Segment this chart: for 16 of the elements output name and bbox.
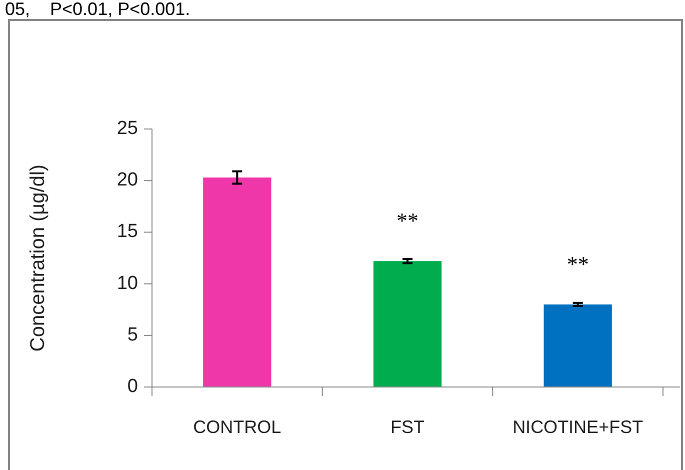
annotation: ** (566, 251, 589, 276)
bar (373, 261, 442, 387)
bar (203, 178, 272, 387)
x-tick-label: FST (390, 417, 424, 437)
y-tick-label: 20 (116, 170, 138, 191)
y-tick-label: 5 (127, 324, 138, 346)
x-tick-label: CONTROL (193, 417, 282, 437)
text: 05, P<0.01, P<0.001. (5, 0, 190, 19)
y-tick-label: 0 (127, 376, 138, 398)
y-axis-title: Concentration (µg/dl) (27, 164, 49, 352)
y-tick-label: 25 (116, 118, 138, 140)
x-tick-label: NICOTINE+FST (512, 417, 644, 437)
y-tick-label: 15 (116, 221, 138, 242)
y-tick-label: 10 (116, 272, 138, 294)
bar (544, 304, 612, 387)
annotation: ** (396, 208, 418, 234)
